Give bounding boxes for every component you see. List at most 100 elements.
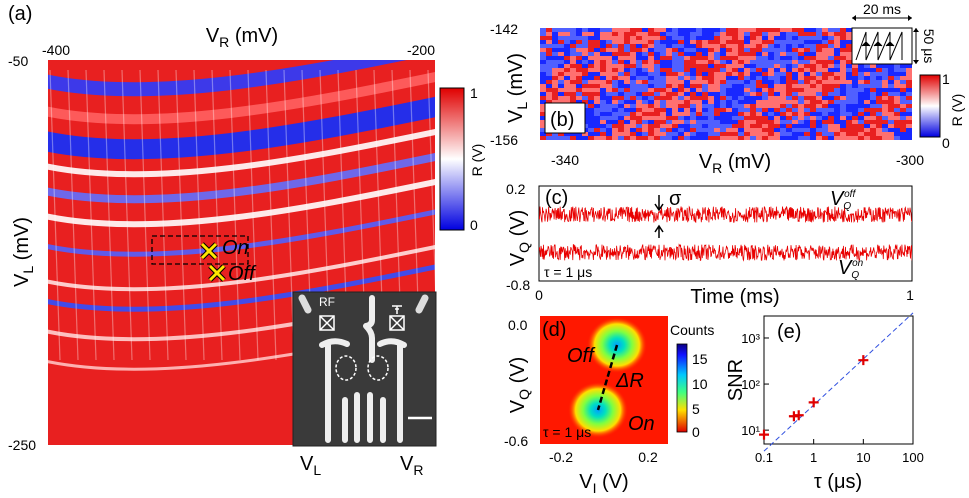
panel-b-pixel: [882, 120, 888, 124]
panel-b-pixel: [636, 132, 642, 136]
panel-b-pixel: [900, 80, 906, 84]
panel-b-pixel: [714, 60, 720, 64]
panel-e-xtick-label: 1: [810, 450, 817, 465]
panel-b-pixel: [762, 72, 768, 76]
panel-b-pixel: [762, 80, 768, 84]
panel-b-pixel: [666, 116, 672, 120]
panel-b-pixel: [768, 84, 774, 88]
panel-b-pixel: [678, 64, 684, 68]
panel-b-pixel: [888, 68, 894, 72]
panel-b-pixel: [804, 100, 810, 104]
panel-b-pixel: [642, 128, 648, 132]
panel-b-pixel: [822, 128, 828, 132]
panel-b-pixel: [750, 44, 756, 48]
panel-b-pixel: [594, 92, 600, 96]
panel-b-pixel: [828, 108, 834, 112]
panel-b-pixel: [828, 60, 834, 64]
panel-b-pixel: [696, 132, 702, 136]
panel-b-pixel: [648, 100, 654, 104]
panel-b-pixel: [672, 72, 678, 76]
panel-b-pixel: [546, 56, 552, 60]
panel-b-pixel: [756, 56, 762, 60]
panel-b-pixel: [642, 28, 648, 32]
panel-b-pixel: [606, 36, 612, 40]
panel-b-pixel: [798, 52, 804, 56]
panel-b-pixel: [690, 100, 696, 104]
panel-b-pixel: [654, 76, 660, 80]
panel-b-pixel: [882, 96, 888, 100]
panel-b-pixel: [822, 104, 828, 108]
panel-b-pixel: [660, 116, 666, 120]
panel-b-pixel: [888, 84, 894, 88]
panel-b-pixel: [804, 68, 810, 72]
panel-b-pixel: [786, 120, 792, 124]
panel-b-pixel: [744, 136, 750, 140]
panel-b-pixel: [702, 36, 708, 40]
panel-b-pixel: [588, 36, 594, 40]
panel-b-pixel: [552, 88, 558, 92]
panel-b-pixel: [798, 128, 804, 132]
panel-b-pixel: [816, 40, 822, 44]
panel-b-pixel: [768, 56, 774, 60]
panel-b-pixel: [792, 72, 798, 76]
panel-b-pixel: [648, 116, 654, 120]
panel-b-pixel: [780, 84, 786, 88]
panel-b-pixel: [894, 88, 900, 92]
panel-b-pixel: [612, 60, 618, 64]
panel-b-pixel: [756, 52, 762, 56]
panel-b-pixel: [684, 116, 690, 120]
panel-b-pixel: [576, 136, 582, 140]
panel-b-pixel: [576, 92, 582, 96]
panel-b-pixel: [738, 28, 744, 32]
panel-b-pixel: [600, 104, 606, 108]
panel-b-pixel: [648, 124, 654, 128]
panel-b-pixel: [756, 72, 762, 76]
panel-b-pixel: [726, 96, 732, 100]
panel-b-pixel: [600, 36, 606, 40]
panel-b-pixel: [606, 124, 612, 128]
panel-b-pixel: [636, 64, 642, 68]
panel-b-pixel: [600, 68, 606, 72]
panel-b-pixel: [546, 100, 552, 104]
panel-b-pixel: [804, 112, 810, 116]
panel-b-pixel: [810, 80, 816, 84]
panel-b-pixel: [768, 96, 774, 100]
panel-b-pixel: [552, 92, 558, 96]
panel-b-pixel: [894, 108, 900, 112]
panel-b-pixel: [624, 92, 630, 96]
panel-b-pixel: [852, 116, 858, 120]
panel-b-pixel: [762, 36, 768, 40]
panel-b-pixel: [816, 116, 822, 120]
panel-b-pixel: [654, 100, 660, 104]
panel-b-pixel: [870, 104, 876, 108]
panel-b-pixel: [576, 32, 582, 36]
panel-b-pixel: [594, 132, 600, 136]
panel-b-pixel: [648, 52, 654, 56]
panel-b-pixel: [774, 68, 780, 72]
panel-b-pixel: [768, 104, 774, 108]
panel-b-pixel: [858, 72, 864, 76]
panel-b-pixel: [804, 124, 810, 128]
panel-b-pixel: [678, 120, 684, 124]
panel-a-transition-line: [157, 69, 169, 361]
panel-b-pixel: [744, 120, 750, 124]
panel-b-pixel: [654, 32, 660, 36]
panel-b-pixel: [558, 72, 564, 76]
panel-b-pixel: [768, 32, 774, 36]
panel-b-pixel: [816, 52, 822, 56]
panel-b-pixel: [738, 40, 744, 44]
panel-b-pixel: [744, 112, 750, 116]
panel-b-pixel: [732, 84, 738, 88]
panel-b-pixel: [636, 52, 642, 56]
panel-b-pixel: [582, 80, 588, 84]
panel-b-pixel: [714, 132, 720, 136]
panel-b-pixel: [546, 92, 552, 96]
panel-b-pixel: [642, 132, 648, 136]
panel-b-pixel: [846, 88, 852, 92]
panel-b-pixel: [888, 80, 894, 84]
panel-b-pixel: [786, 124, 792, 128]
panel-b-pixel: [822, 36, 828, 40]
panel-b-pixel: [846, 44, 852, 48]
panel-d-off-label: Off: [567, 345, 596, 367]
panel-b-pixel: [798, 124, 804, 128]
